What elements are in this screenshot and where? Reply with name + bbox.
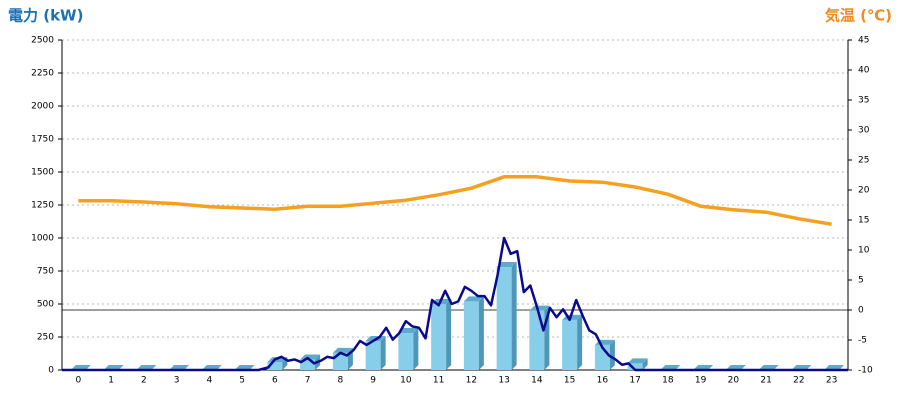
y2-tick-label: 40 <box>858 66 870 76</box>
y2-tick-label: 10 <box>858 246 870 256</box>
y2-tick-label: 15 <box>858 216 869 226</box>
x-tick-label: 22 <box>793 376 804 386</box>
bar <box>365 340 381 370</box>
bar <box>463 301 479 370</box>
y2-axis-title: 気温 (℃) <box>825 7 892 25</box>
x-tick-label: 3 <box>174 376 180 386</box>
bar <box>627 363 643 370</box>
x-tick-label: 1 <box>108 376 114 386</box>
y2-tick-label: -10 <box>858 366 873 376</box>
bar-top <box>332 347 353 353</box>
y2-tick-label: 5 <box>858 276 864 286</box>
y2-tick-label: 0 <box>858 306 864 316</box>
x-tick-label: 6 <box>272 376 278 386</box>
bar <box>496 267 512 370</box>
bar <box>300 359 316 370</box>
bar-top <box>398 328 419 334</box>
y-tick-label: 1750 <box>31 135 54 145</box>
x-tick-label: 12 <box>466 376 477 386</box>
x-tick-label: 20 <box>728 376 740 386</box>
y-tick-label: 2000 <box>31 102 54 112</box>
bar-top <box>627 358 648 364</box>
x-tick-label: 19 <box>695 376 707 386</box>
y2-tick-label: 25 <box>858 156 869 166</box>
line <box>78 175 832 226</box>
x-tick-label: 17 <box>629 376 640 386</box>
bar-top <box>529 305 550 311</box>
bar-side <box>609 339 615 370</box>
x-tick-label: 13 <box>498 376 509 386</box>
x-tick-label: 16 <box>597 376 609 386</box>
x-tick-label: 5 <box>239 376 245 386</box>
x-tick-label: 21 <box>760 376 771 386</box>
bar-side <box>380 335 386 370</box>
x-tick-label: 9 <box>370 376 376 386</box>
x-tick-label: 7 <box>305 376 311 386</box>
x-tick-label: 14 <box>531 376 543 386</box>
y-tick-label: 1500 <box>31 168 54 178</box>
x-tick-label: 15 <box>564 376 575 386</box>
y-tick-label: 750 <box>37 267 54 277</box>
x-tick-label: 8 <box>338 376 344 386</box>
y2-tick-label: 20 <box>858 186 870 196</box>
bar <box>267 362 283 370</box>
x-tick-label: 4 <box>207 376 213 386</box>
bar <box>398 333 414 370</box>
y2-tick-label: 35 <box>858 96 869 106</box>
y2-tick-label: -5 <box>858 336 867 346</box>
x-tick-label: 18 <box>662 376 674 386</box>
y-tick-label: 2250 <box>31 69 54 79</box>
bar-side <box>478 296 484 370</box>
bar-side <box>446 299 452 370</box>
bar-side <box>413 328 419 370</box>
x-tick-label: 2 <box>141 376 147 386</box>
x-tick-label: 10 <box>400 376 412 386</box>
bar-side <box>577 314 583 370</box>
y-tick-label: 250 <box>37 333 54 343</box>
line <box>62 236 848 372</box>
bar <box>529 310 545 370</box>
y2-tick-label: 45 <box>858 36 869 46</box>
y-axis-title: 電力 (kW) <box>8 7 83 25</box>
bar-side <box>511 262 517 370</box>
bar-top <box>463 296 484 302</box>
y-tick-label: 1250 <box>31 201 54 211</box>
y2-tick-label: 30 <box>858 126 870 136</box>
y-tick-label: 1000 <box>31 234 54 244</box>
bar-top <box>496 262 517 268</box>
x-tick-label: 0 <box>76 376 82 386</box>
y-tick-label: 2500 <box>31 36 54 46</box>
y-tick-label: 0 <box>48 366 54 376</box>
x-tick-label: 23 <box>826 376 837 386</box>
y-tick-label: 500 <box>37 300 54 310</box>
bar <box>431 304 447 370</box>
bar <box>562 319 578 370</box>
x-tick-label: 11 <box>433 376 444 386</box>
bar-side <box>642 358 648 370</box>
